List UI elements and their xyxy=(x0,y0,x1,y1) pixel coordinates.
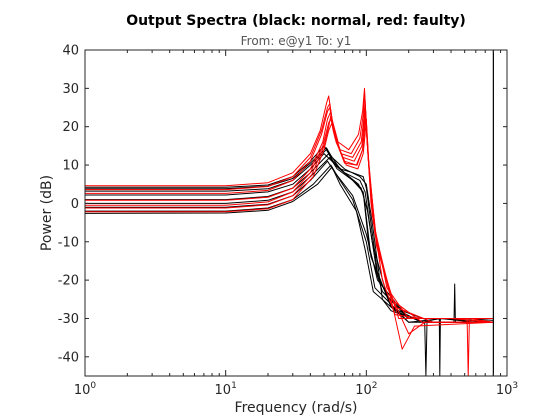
chart-subtitle: From: e@y1 To: y1 xyxy=(241,34,352,48)
y-axis-label: Power (dB) xyxy=(39,175,55,251)
y-tick-label-5: -10 xyxy=(58,235,79,250)
series-line-faulty-13 xyxy=(85,114,494,350)
x-tick-label-3: 103 xyxy=(496,381,518,398)
y-tick-label-7: -30 xyxy=(58,312,79,327)
plot-frame xyxy=(84,49,508,377)
series-line-faulty-9 xyxy=(85,87,494,319)
chart-title: Output Spectra (black: normal, red: faul… xyxy=(126,13,466,29)
series-line-faulty-10 xyxy=(85,91,494,323)
series-line-faulty-15 xyxy=(85,110,494,376)
series-line-normal-7 xyxy=(85,153,494,376)
x-tick-label-2: 102 xyxy=(355,381,377,398)
y-tick-label-1: 30 xyxy=(62,82,79,97)
y-tick-label-4: 0 xyxy=(71,197,79,212)
x-axis-label: Frequency (rad/s) xyxy=(235,400,358,416)
series-layer xyxy=(85,87,494,376)
y-tick-label-2: 20 xyxy=(62,120,79,135)
y-tick-label-0: 40 xyxy=(62,44,79,59)
x-tick-label-0: 100 xyxy=(74,381,97,398)
x-tick-label-1: 101 xyxy=(215,381,237,398)
y-tick-label-8: -40 xyxy=(58,350,79,365)
series-line-normal-6 xyxy=(85,166,494,323)
y-tick-label-6: -20 xyxy=(58,274,79,289)
y-tick-label-3: 10 xyxy=(62,159,79,174)
